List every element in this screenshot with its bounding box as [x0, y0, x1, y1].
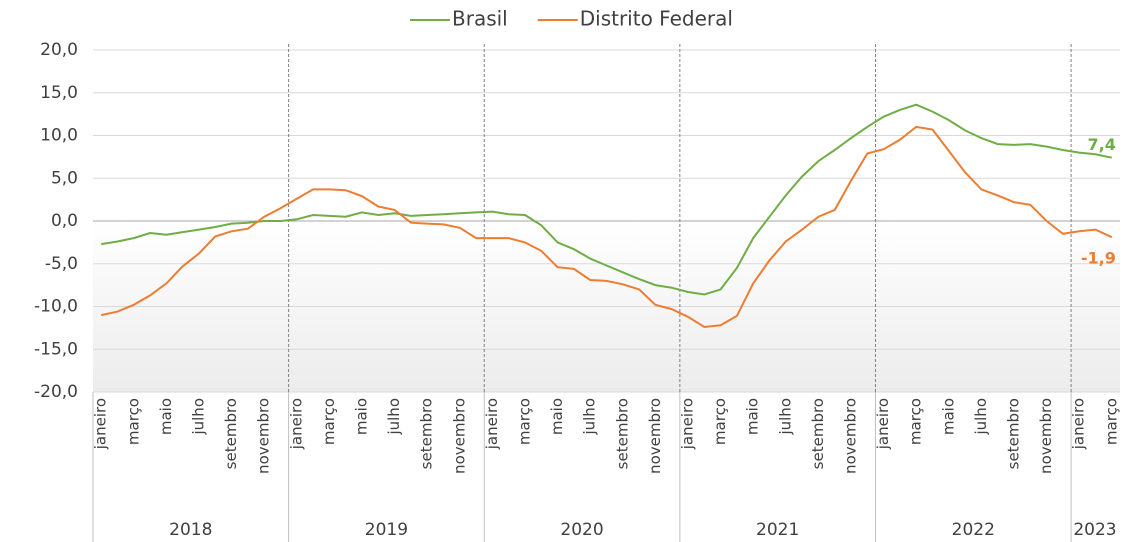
y-tick-label: 20,0: [40, 40, 78, 60]
x-tick-label: setembro: [418, 398, 436, 469]
x-tick-label: março: [124, 398, 142, 445]
year-label: 2018: [169, 520, 212, 540]
legend-label: Brasil: [452, 7, 508, 31]
data-label: -1,9: [1081, 249, 1116, 268]
y-tick-label: -15,0: [34, 339, 78, 359]
x-tick-label: novembro: [450, 398, 468, 474]
x-tick-label: janeiro: [679, 398, 697, 450]
y-tick-label: 5,0: [51, 168, 78, 188]
x-tick-label: julho: [972, 398, 990, 436]
x-tick-label: janeiro: [1070, 398, 1088, 450]
year-label: 2021: [756, 520, 799, 540]
x-tick-label: maio: [157, 398, 175, 435]
y-tick-label: 10,0: [40, 126, 78, 146]
x-tick-label: maio: [548, 398, 566, 435]
x-tick-label: julho: [776, 398, 794, 436]
x-tick-label: janeiro: [874, 398, 892, 450]
x-tick-label: janeiro: [92, 398, 110, 450]
x-tick-label: março: [907, 398, 925, 445]
y-tick-label: -10,0: [34, 297, 78, 317]
x-tick-label: maio: [939, 398, 957, 435]
x-tick-label: novembro: [842, 398, 860, 474]
y-tick-label: 15,0: [40, 83, 78, 103]
x-tick-label: março: [711, 398, 729, 445]
x-tick-label: março: [320, 398, 338, 445]
data-label: 7,4: [1088, 135, 1116, 154]
x-tick-label: março: [515, 398, 533, 445]
x-tick-label: novembro: [646, 398, 664, 474]
x-tick-label: setembro: [809, 398, 827, 469]
x-tick-label: setembro: [613, 398, 631, 469]
x-tick-label: julho: [581, 398, 599, 436]
y-tick-label: -5,0: [45, 254, 78, 274]
year-label: 2020: [560, 520, 603, 540]
y-tick-label: -20,0: [34, 382, 78, 402]
x-tick-label: julho: [189, 398, 207, 436]
x-tick-label: novembro: [1037, 398, 1055, 474]
year-label: 2023: [1073, 520, 1116, 540]
x-tick-label: maio: [744, 398, 762, 435]
y-tick-label: 0,0: [51, 211, 78, 231]
year-label: 2019: [365, 520, 408, 540]
x-tick-label: janeiro: [483, 398, 501, 450]
legend-label: Distrito Federal: [580, 7, 733, 31]
x-tick-label: janeiro: [287, 398, 305, 450]
x-tick-label: setembro: [1005, 398, 1023, 469]
x-tick-label: março: [1102, 398, 1120, 445]
x-tick-label: maio: [352, 398, 370, 435]
series-line: [100, 125, 1113, 329]
x-tick-label: julho: [385, 398, 403, 436]
x-tick-label: setembro: [222, 398, 240, 469]
x-tick-label: novembro: [255, 398, 273, 474]
year-label: 2022: [952, 520, 995, 540]
series-line: [101, 103, 1113, 296]
